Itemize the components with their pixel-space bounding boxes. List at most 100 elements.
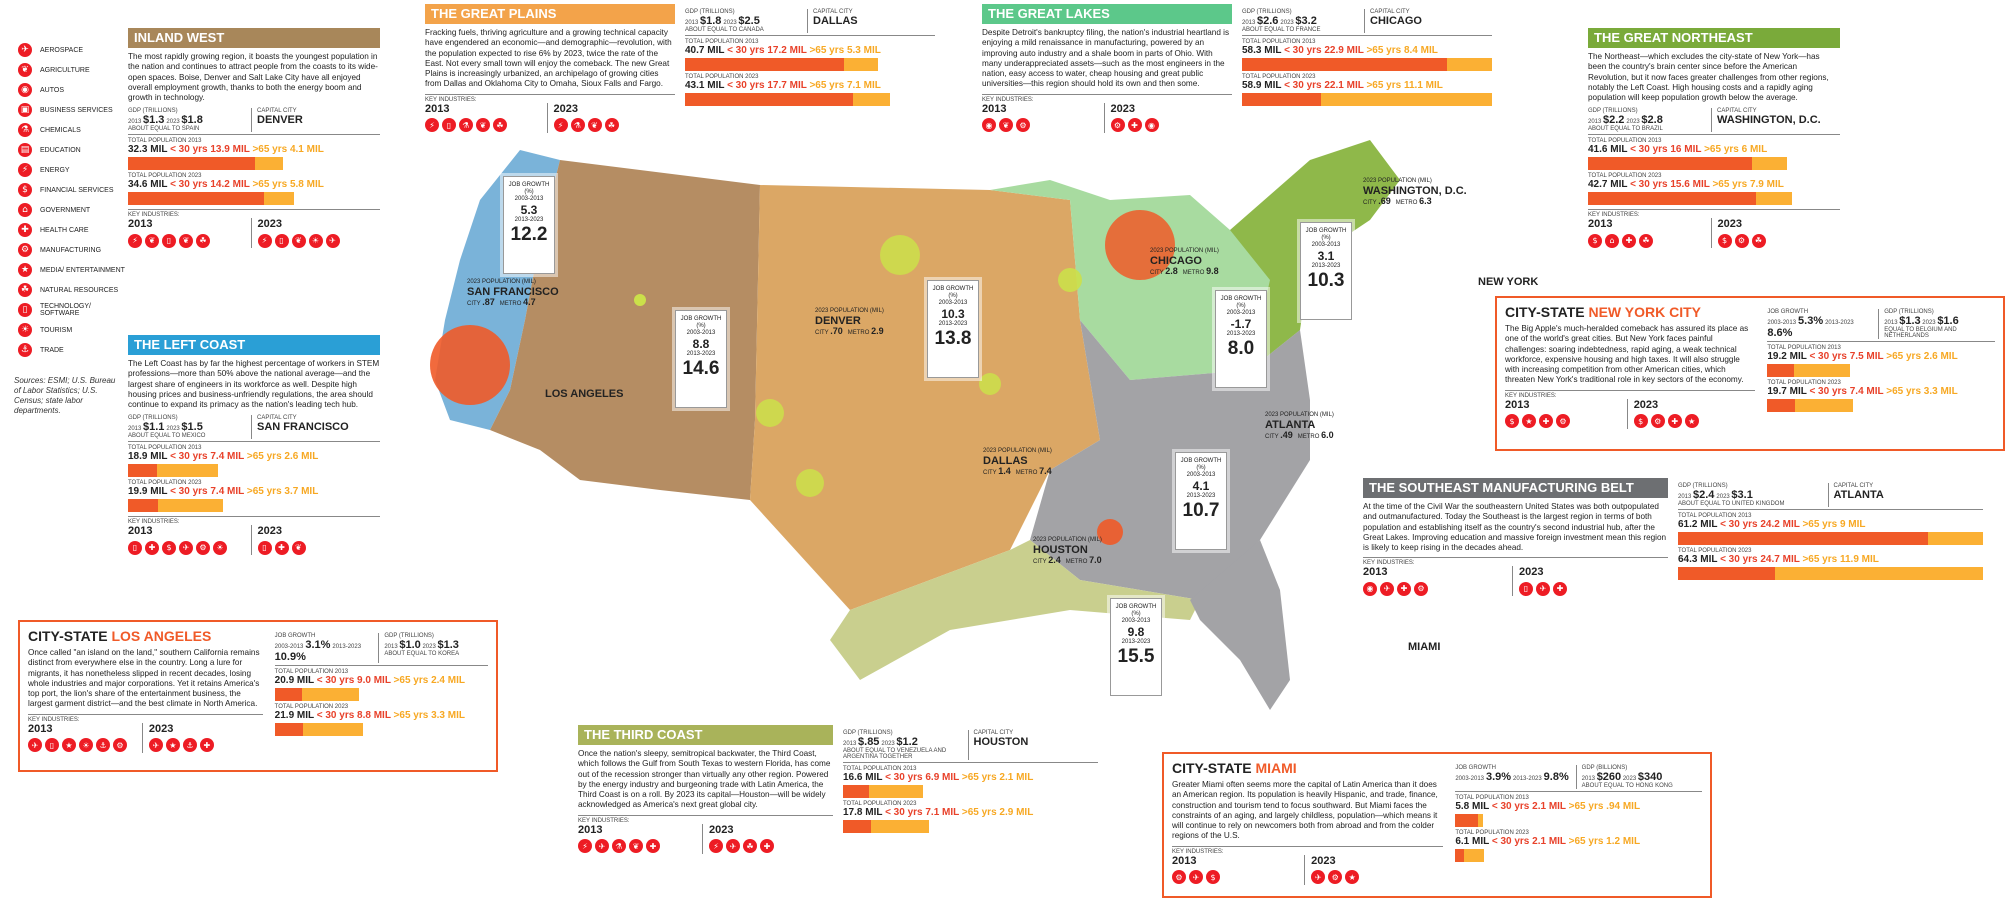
population-over65: >65 yrs 11.9 MIL xyxy=(1802,554,1879,565)
legend-item: ⚡ Energy xyxy=(18,160,128,180)
gear-icon: ⚙ xyxy=(18,243,32,257)
legend-item: ⚗ Chemicals xyxy=(18,120,128,140)
capitol-icon: ⌂ xyxy=(1605,233,1619,248)
metro-label-atlanta: 2023 POPULATION (MIL) ATLANTA CITY .49 M… xyxy=(1265,412,1334,441)
jg1-value: 3.1% xyxy=(305,639,331,651)
population-total: 61.2 MIL xyxy=(1678,519,1718,530)
population-under30: < 30 yrs 16 MIL xyxy=(1630,144,1702,156)
legend-label: Trade xyxy=(40,346,64,354)
gdp-2013: $1.1 xyxy=(143,421,165,434)
jg1-years: 2003-2013 xyxy=(1767,320,1797,326)
ny-circle xyxy=(1105,210,1175,280)
lightning-icon: ⚡ xyxy=(18,163,32,177)
population-pop13: TOTAL POPULATION 2013 58.3 MIL < 30 yrs … xyxy=(1242,39,1492,71)
year-2023: 2023 xyxy=(1717,218,1742,231)
dollar-icon: $ xyxy=(1505,414,1519,428)
gdp-equal: ABOUT EQUAL TO SPAIN xyxy=(128,126,200,133)
population-over65: >65 yrs 7.9 MIL xyxy=(1712,179,1784,191)
bar-over65 xyxy=(1464,849,1484,862)
jg-label: JOB GROWTH (%) xyxy=(508,182,550,195)
metro-pop: 9.8 xyxy=(1206,265,1219,276)
jg-label: JOB GROWTH (%) xyxy=(680,316,722,329)
bar-over65 xyxy=(1755,192,1793,206)
population-bar xyxy=(1678,567,1983,580)
palm-icon: ☀ xyxy=(79,738,93,752)
population-bar xyxy=(1588,157,1788,171)
gdp-2013: $2.4 xyxy=(1693,489,1715,501)
legend-label: Agriculture xyxy=(40,66,90,74)
metro-label: METRO xyxy=(499,300,522,307)
map-label-ny: NEW YORK xyxy=(1478,276,1539,288)
jg-value1: 4.1 xyxy=(1192,478,1210,493)
population-bar xyxy=(274,688,360,701)
population-pop23: TOTAL POPULATION 2023 19.7 MIL < 30 yrs … xyxy=(1767,380,1995,412)
gdp-label: GDP (TRILLIONS) xyxy=(843,730,893,736)
population-under30: < 30 yrs 7.4 MIL xyxy=(170,486,245,498)
gdp-2023: $1.6 xyxy=(1937,315,1959,327)
palm-icon: ☀ xyxy=(213,540,227,555)
population-bar xyxy=(1678,532,1983,545)
region-description: The Northeast—which excludes the city-st… xyxy=(1588,52,1829,102)
metro-label-dallas: 2023 POPULATION (MIL) DALLAS CITY 1.4 ME… xyxy=(983,448,1052,477)
film-icon: ★ xyxy=(62,738,76,752)
bar-over65 xyxy=(1321,93,1492,106)
population-total: 58.9 MIL xyxy=(1242,80,1282,91)
leaf-icon: ☘ xyxy=(743,839,757,853)
population-label: TOTAL POPULATION 2023 xyxy=(685,74,759,80)
gdp-equal: ABOUT EQUAL TO VENEZUELA AND ARGENTINA T… xyxy=(843,748,947,760)
job-growth-box: JOB GROWTH (%) 2003-2013 9.8 2013-2023 1… xyxy=(1110,598,1162,696)
palm-icon: ☀ xyxy=(18,323,32,337)
region-great-plains xyxy=(750,185,1100,610)
population-pop23: TOTAL POPULATION 2023 19.9 MIL < 30 yrs … xyxy=(128,480,380,513)
wheat-icon: ❦ xyxy=(18,63,32,77)
population-bar xyxy=(685,58,879,71)
jg2-years: 2013-2023 xyxy=(1825,320,1854,326)
legend-label: Media/ entertainment xyxy=(40,266,125,274)
gdp-equal: ABOUT EQUAL TO CANADA xyxy=(685,27,764,33)
airplane-icon: ✈ xyxy=(1189,870,1203,884)
population-bar xyxy=(128,499,224,513)
year-2013: 2013 xyxy=(1363,566,1388,579)
gdp-2023: $1.3 xyxy=(437,639,459,651)
film-icon: ★ xyxy=(1684,414,1699,428)
legend-item: ◉ Autos xyxy=(18,80,128,100)
gdp-2023: $2.8 xyxy=(1641,114,1663,127)
year-2023: 2023 xyxy=(1633,398,1659,411)
legend-label: Natural resources xyxy=(40,286,119,294)
car-icon: ◉ xyxy=(18,83,32,97)
population-over65: >65 yrs 8.4 MIL xyxy=(1366,45,1438,56)
key-industries: KEY INDUSTRIES: 2013 ⚡ ▯ ⚗ ❦ ☘ 2023 ⚡ ⚗ ❦ ☘ xyxy=(425,93,675,133)
bar-over65 xyxy=(843,58,879,71)
gdp-equal: EQUAL TO BELGIUM AND NETHERLANDS xyxy=(1884,327,1957,339)
capital-city: WASHINGTON, D.C. xyxy=(1717,114,1821,127)
jg-value1: 3.1 xyxy=(1317,248,1335,263)
gdp-2013: $1.8 xyxy=(700,15,722,27)
gdp-2023: $2.5 xyxy=(738,15,760,27)
bar-over65 xyxy=(868,785,924,798)
gdp-2023: $1.5 xyxy=(181,421,203,434)
wheat-icon: ❦ xyxy=(629,839,643,853)
city-pop: .87 xyxy=(482,296,495,307)
gdp-2013: $.85 xyxy=(858,736,880,748)
ship-icon: ⚓ xyxy=(96,738,110,752)
city-description: Once called "an island on the land," sou… xyxy=(28,648,260,709)
key-industries: KEY INDUSTRIES: 2013 ⚡ ✈ ⚗ ❦ ✚ 2023 ⚡ ✈ ☘ ✚ xyxy=(578,814,833,854)
bar-under30 xyxy=(685,58,844,71)
gdp-label: GDP (TRILLIONS) xyxy=(128,415,178,422)
gdp-block: GDP (TRILLIONS) 2013 $2.4 2023 $3.1 ABOU… xyxy=(1678,483,1983,510)
flask-icon: ⚗ xyxy=(612,839,626,853)
airplane-icon: ✈ xyxy=(1536,581,1550,596)
gear-icon: ⚙ xyxy=(1328,870,1343,884)
jobgrowth-label: JOB GROWTH xyxy=(1455,765,1496,771)
cross-icon: ✚ xyxy=(274,540,289,555)
metro-pop-label: 2023 POPULATION (MIL) xyxy=(1033,537,1102,543)
population-under30: < 30 yrs 2.1 MIL xyxy=(1491,836,1566,847)
jg-years2: 2013-2023 xyxy=(1311,262,1341,269)
citystate-miami: CITY-STATE MIAMI Greater Miami often see… xyxy=(1162,752,1712,898)
dollar-icon: $ xyxy=(1588,233,1602,248)
city-pop: 1.4 xyxy=(998,465,1011,476)
metro-city-name: DALLAS xyxy=(983,454,1028,467)
industries-label: KEY INDUSTRIES: xyxy=(982,96,1034,103)
key-industries: KEY INDUSTRIES: 2013 $ ★ ✚ ⚙ 2023 $ ⚙ ✚ ★ xyxy=(1505,389,1756,429)
year-2013: 2013 xyxy=(1172,854,1197,867)
